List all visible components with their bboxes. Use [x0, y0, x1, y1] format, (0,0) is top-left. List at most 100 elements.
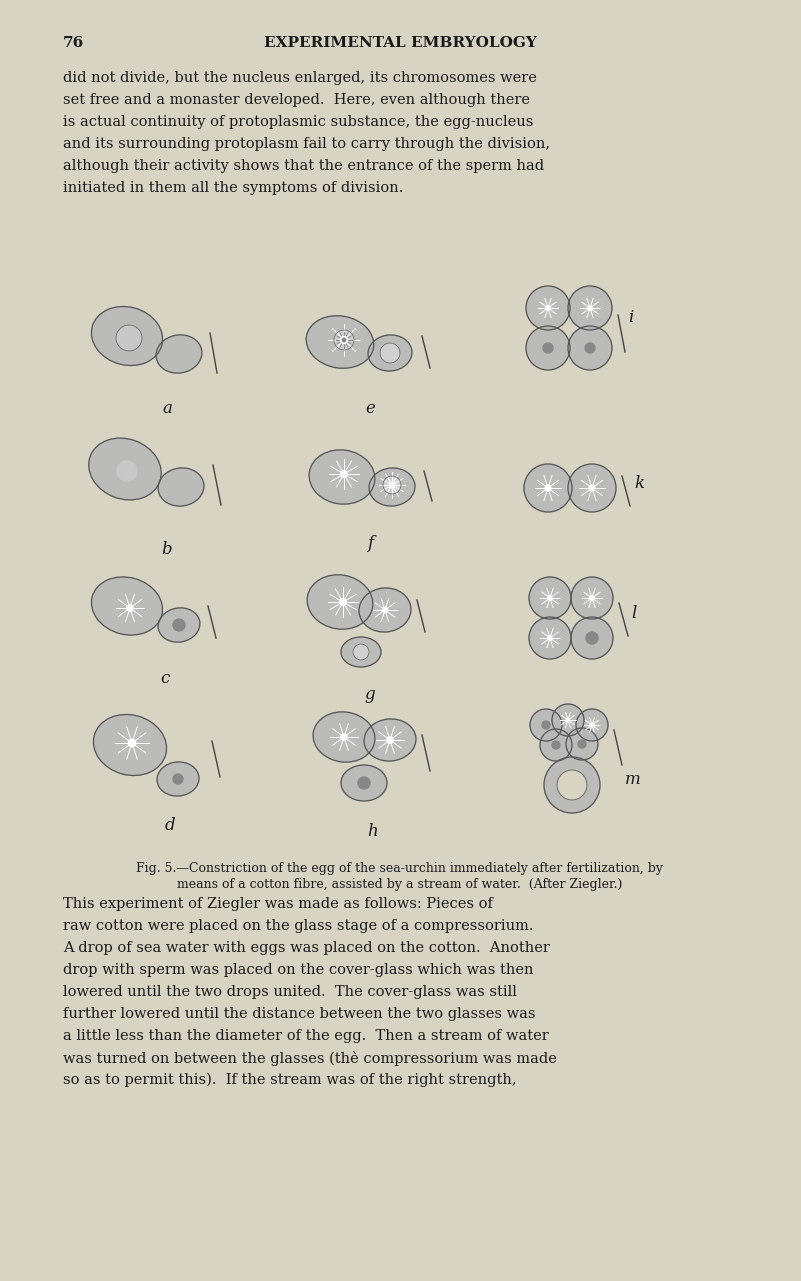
Ellipse shape: [313, 712, 375, 762]
Circle shape: [585, 343, 595, 354]
Circle shape: [552, 705, 584, 737]
Circle shape: [529, 576, 571, 619]
Text: so as to permit this).  If the stream was of the right strength,: so as to permit this). If the stream was…: [63, 1073, 517, 1088]
Text: A drop of sea water with eggs was placed on the cotton.  Another: A drop of sea water with eggs was placed…: [63, 942, 549, 956]
Ellipse shape: [89, 438, 161, 500]
Circle shape: [590, 596, 594, 601]
Text: g: g: [364, 687, 376, 703]
Circle shape: [578, 740, 586, 748]
Circle shape: [353, 644, 369, 660]
Text: h: h: [368, 822, 378, 840]
Circle shape: [380, 343, 400, 363]
Ellipse shape: [307, 575, 372, 629]
Ellipse shape: [156, 334, 202, 373]
Ellipse shape: [91, 306, 163, 365]
Circle shape: [334, 330, 354, 350]
Circle shape: [524, 464, 572, 512]
Circle shape: [341, 734, 347, 740]
Text: lowered until the two drops united.  The cover-glass was still: lowered until the two drops united. The …: [63, 985, 517, 999]
Text: c: c: [160, 670, 170, 687]
Circle shape: [588, 306, 592, 310]
Text: set free and a monaster developed.  Here, even although there: set free and a monaster developed. Here,…: [63, 94, 530, 108]
Circle shape: [342, 338, 346, 342]
Circle shape: [526, 325, 570, 370]
Text: was turned on between the glasses (thè compressorium was made: was turned on between the glasses (thè …: [63, 1050, 557, 1066]
Circle shape: [568, 286, 612, 330]
Circle shape: [566, 719, 570, 721]
Circle shape: [117, 461, 137, 480]
Ellipse shape: [309, 450, 375, 505]
Text: l: l: [631, 605, 636, 621]
Circle shape: [568, 464, 616, 512]
Text: is actual continuity of protoplasmic substance, the egg-nucleus: is actual continuity of protoplasmic sub…: [63, 115, 533, 129]
Circle shape: [383, 477, 401, 494]
Text: EXPERIMENTAL EMBRYOLOGY: EXPERIMENTAL EMBRYOLOGY: [264, 36, 537, 50]
Text: d: d: [165, 817, 175, 834]
Ellipse shape: [369, 468, 415, 506]
Circle shape: [590, 724, 594, 726]
Text: f: f: [367, 535, 373, 552]
Circle shape: [340, 337, 348, 343]
Text: did not divide, but the nucleus enlarged, its chromosomes were: did not divide, but the nucleus enlarged…: [63, 70, 537, 85]
Circle shape: [545, 306, 550, 310]
Ellipse shape: [306, 315, 374, 368]
Circle shape: [552, 740, 560, 749]
Text: means of a cotton fibre, assisted by a stream of water.  (After Ziegler.): means of a cotton fibre, assisted by a s…: [177, 877, 622, 892]
Circle shape: [530, 708, 562, 740]
Circle shape: [526, 286, 570, 330]
Circle shape: [340, 598, 346, 606]
Text: further lowered until the distance between the two glasses was: further lowered until the distance betwe…: [63, 1007, 536, 1021]
Ellipse shape: [158, 468, 204, 506]
Text: and its surrounding protoplasm fail to carry through the division,: and its surrounding protoplasm fail to c…: [63, 137, 550, 151]
Text: Fig. 5.—Constriction of the egg of the sea-urchin immediately after fertilizatio: Fig. 5.—Constriction of the egg of the s…: [136, 862, 663, 875]
Circle shape: [116, 325, 142, 351]
Circle shape: [576, 708, 608, 740]
Circle shape: [542, 721, 550, 729]
Text: m: m: [625, 770, 641, 788]
Circle shape: [548, 635, 552, 640]
Circle shape: [557, 770, 587, 801]
Circle shape: [571, 576, 613, 619]
Circle shape: [568, 325, 612, 370]
Text: k: k: [634, 474, 644, 492]
Text: i: i: [628, 310, 634, 327]
Circle shape: [382, 607, 388, 612]
Ellipse shape: [364, 719, 416, 761]
Circle shape: [544, 757, 600, 813]
Circle shape: [358, 778, 370, 789]
Circle shape: [566, 728, 598, 760]
Circle shape: [340, 470, 348, 478]
Circle shape: [590, 485, 595, 491]
Ellipse shape: [341, 765, 387, 801]
Circle shape: [571, 617, 613, 658]
Ellipse shape: [94, 715, 167, 775]
Ellipse shape: [341, 637, 381, 667]
Text: a: a: [162, 400, 172, 418]
Text: although their activity shows that the entrance of the sperm had: although their activity shows that the e…: [63, 159, 544, 173]
Circle shape: [545, 485, 551, 491]
Ellipse shape: [359, 588, 411, 632]
Text: a little less than the diameter of the egg.  Then a stream of water: a little less than the diameter of the e…: [63, 1029, 549, 1043]
Circle shape: [173, 619, 185, 632]
Circle shape: [529, 617, 571, 658]
Ellipse shape: [157, 762, 199, 796]
Ellipse shape: [368, 334, 412, 371]
Circle shape: [543, 343, 553, 354]
Text: b: b: [162, 541, 172, 559]
Circle shape: [387, 737, 393, 743]
Circle shape: [540, 729, 572, 761]
Text: 76: 76: [63, 36, 84, 50]
Circle shape: [389, 482, 395, 488]
Circle shape: [548, 596, 552, 601]
Text: raw cotton were placed on the glass stage of a compressorium.: raw cotton were placed on the glass stag…: [63, 918, 533, 933]
Text: e: e: [365, 400, 375, 418]
Circle shape: [127, 605, 133, 611]
Text: initiated in them all the symptoms of division.: initiated in them all the symptoms of di…: [63, 181, 404, 195]
Ellipse shape: [158, 608, 200, 642]
Text: This experiment of Ziegler was made as follows: Pieces of: This experiment of Ziegler was made as f…: [63, 897, 493, 911]
Ellipse shape: [91, 576, 163, 635]
Text: drop with sperm was placed on the cover-glass which was then: drop with sperm was placed on the cover-…: [63, 963, 533, 977]
Circle shape: [173, 774, 183, 784]
Circle shape: [586, 632, 598, 644]
Circle shape: [128, 739, 135, 747]
